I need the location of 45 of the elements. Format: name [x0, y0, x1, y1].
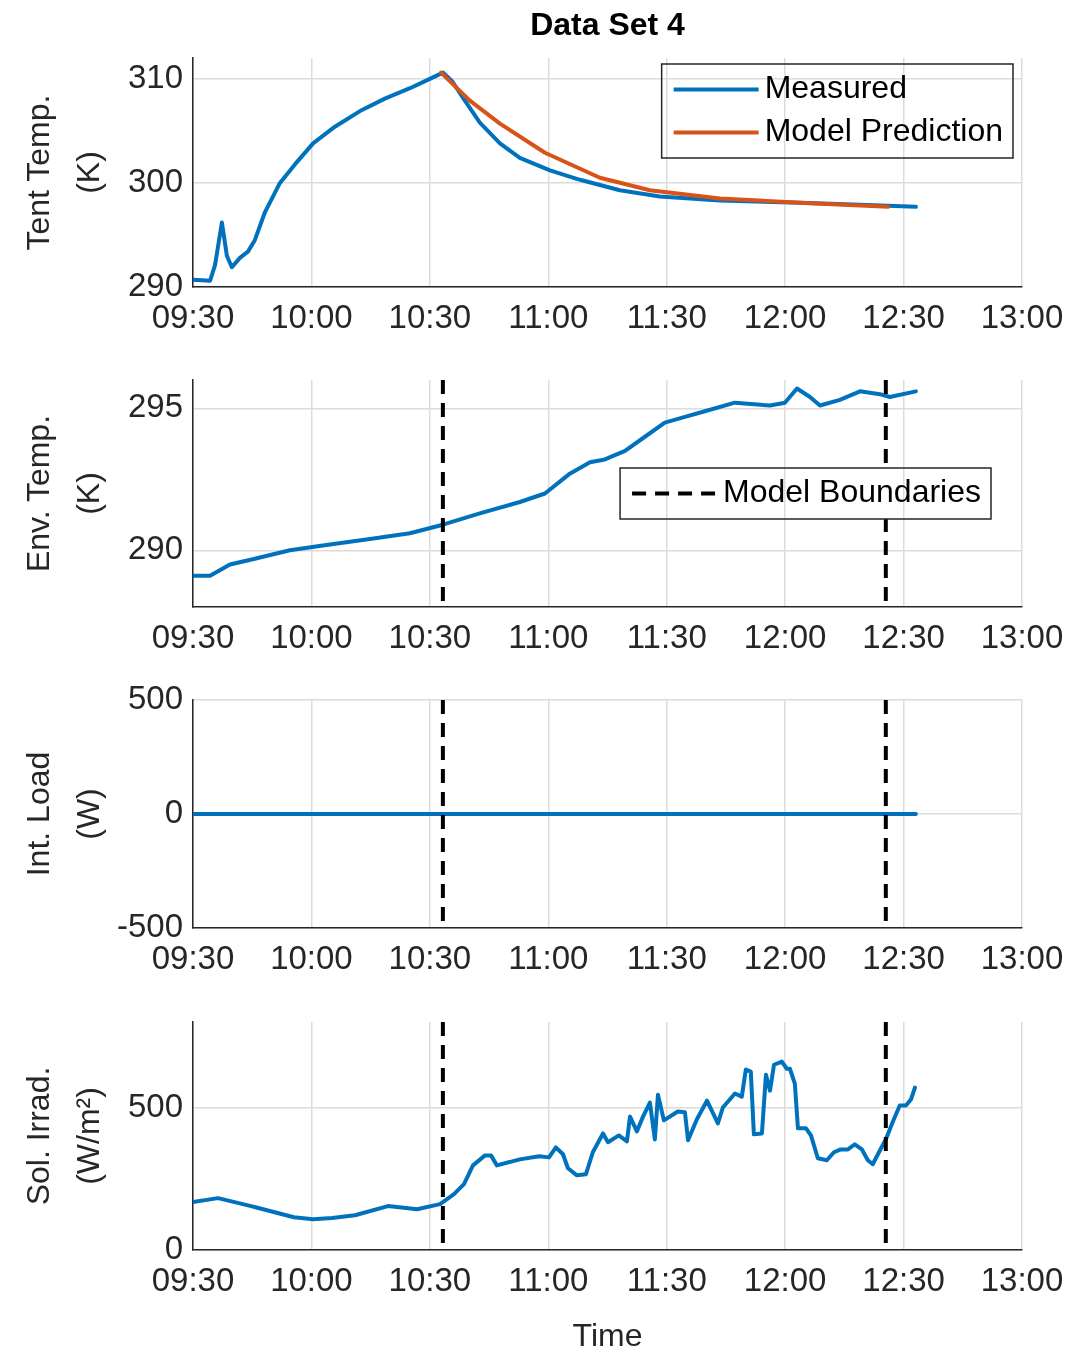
x-tick-label: 12:30	[862, 938, 945, 976]
x-tick-label: 10:30	[388, 938, 472, 976]
legend-label: Measured	[764, 69, 907, 106]
y-tick-label: 500	[127, 679, 183, 717]
x-tick-label: 10:00	[270, 617, 353, 655]
x-tick-label: 09:30	[151, 617, 235, 655]
x-tick-label: 11:30	[626, 1260, 707, 1298]
x-tick-label: 10:00	[270, 1260, 353, 1298]
y-axis-title: Int. Load (W)	[19, 751, 106, 877]
chart-title: Data Set 4	[530, 5, 686, 42]
x-tick-label: 13:00	[980, 938, 1064, 976]
y-tick-label: 300	[127, 162, 183, 199]
x-tick-label: 10:30	[388, 297, 472, 335]
x-tick-label: 10:30	[388, 1260, 472, 1298]
x-tick-label: 12:30	[862, 297, 945, 335]
y-axis-title: Sol. Irrad. (W/m²)	[19, 1066, 106, 1206]
x-tick-label: 11:30	[626, 297, 707, 335]
x-tick-label: 12:00	[743, 1260, 827, 1298]
x-tick-label: 10:00	[270, 297, 353, 335]
y-tick-label: 310	[127, 57, 183, 95]
x-tick-label: 13:00	[980, 297, 1064, 335]
y-tick-label: 500	[127, 1086, 183, 1124]
x-tick-label: 13:00	[980, 1260, 1064, 1298]
x-tick-label: 12:30	[862, 1260, 945, 1298]
y-tick-label: 0	[164, 793, 183, 831]
x-tick-label: 12:30	[862, 617, 945, 655]
x-tick-label: 10:00	[270, 938, 353, 976]
x-tick-label: 11:30	[626, 938, 707, 976]
x-tick-label: 12:00	[743, 617, 827, 655]
x-tick-label: 11:00	[508, 617, 589, 655]
x-axis-title: Time	[572, 1316, 643, 1353]
x-tick-label: 11:00	[508, 1260, 589, 1298]
y-tick-label: 290	[127, 529, 183, 567]
y-tick-label: 295	[127, 387, 183, 425]
x-tick-label: 11:00	[508, 938, 589, 976]
legend-label: Model Prediction	[764, 112, 1003, 149]
x-tick-label: 12:00	[743, 297, 827, 335]
ref-line-label: Model Boundaries	[723, 473, 981, 510]
x-tick-label: 12:00	[743, 938, 827, 976]
x-tick-label: 11:30	[626, 617, 707, 655]
y-axis-title: Env. Temp. (K)	[19, 414, 106, 573]
x-tick-label: 10:30	[388, 617, 472, 655]
x-tick-label: 11:00	[508, 297, 589, 335]
x-tick-label: 13:00	[980, 617, 1064, 655]
y-axis-title: Tent Temp. (K)	[19, 94, 106, 251]
